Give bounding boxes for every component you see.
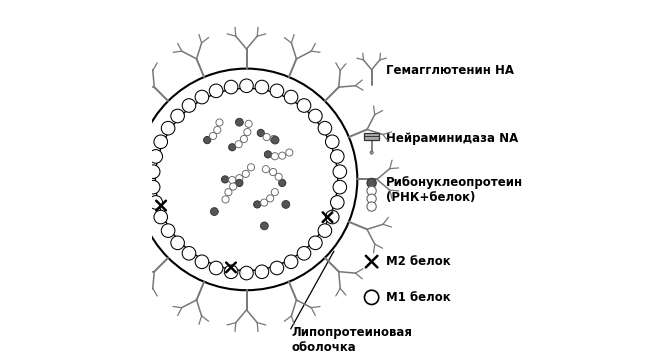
Circle shape xyxy=(370,151,373,154)
Circle shape xyxy=(235,141,243,148)
Text: Гемагглютенин HA: Гемагглютенин HA xyxy=(386,64,514,77)
Circle shape xyxy=(275,173,282,180)
Circle shape xyxy=(214,126,221,134)
Circle shape xyxy=(146,180,160,194)
Circle shape xyxy=(318,121,332,135)
Circle shape xyxy=(309,236,322,250)
Circle shape xyxy=(171,109,184,123)
Circle shape xyxy=(330,150,344,163)
Text: M1 белок: M1 белок xyxy=(386,291,451,304)
Circle shape xyxy=(154,210,167,224)
Circle shape xyxy=(333,180,346,194)
Circle shape xyxy=(229,177,236,183)
Circle shape xyxy=(245,120,253,127)
Circle shape xyxy=(255,265,269,279)
Text: M2 белок: M2 белок xyxy=(386,255,451,268)
Circle shape xyxy=(142,135,146,139)
Circle shape xyxy=(229,144,236,151)
Circle shape xyxy=(229,183,237,190)
Circle shape xyxy=(204,136,211,144)
Circle shape xyxy=(262,165,270,173)
Circle shape xyxy=(297,247,311,260)
Circle shape xyxy=(210,84,223,98)
Circle shape xyxy=(270,168,277,176)
Circle shape xyxy=(270,84,284,98)
Circle shape xyxy=(367,202,376,211)
Circle shape xyxy=(210,208,218,215)
Circle shape xyxy=(270,135,278,143)
Circle shape xyxy=(221,176,229,183)
Circle shape xyxy=(318,224,332,237)
Circle shape xyxy=(266,195,274,202)
Circle shape xyxy=(284,90,298,104)
Circle shape xyxy=(240,79,253,93)
Circle shape xyxy=(210,132,217,140)
Circle shape xyxy=(242,170,249,177)
Circle shape xyxy=(271,188,278,196)
Circle shape xyxy=(195,255,209,269)
Circle shape xyxy=(279,180,286,187)
Circle shape xyxy=(260,199,268,206)
Circle shape xyxy=(309,109,322,123)
Text: Нейраминидаза NA: Нейраминидаза NA xyxy=(386,132,518,145)
Circle shape xyxy=(210,261,223,275)
Circle shape xyxy=(279,152,286,159)
Circle shape xyxy=(255,80,269,94)
Circle shape xyxy=(236,180,243,187)
Circle shape xyxy=(333,165,346,178)
Circle shape xyxy=(182,99,196,112)
Circle shape xyxy=(271,136,279,144)
Circle shape xyxy=(240,266,253,280)
Circle shape xyxy=(225,188,232,196)
Circle shape xyxy=(161,121,175,135)
Polygon shape xyxy=(364,133,379,140)
Circle shape xyxy=(325,135,339,149)
Circle shape xyxy=(271,153,278,160)
Circle shape xyxy=(149,196,163,209)
Circle shape xyxy=(284,255,298,269)
Circle shape xyxy=(222,196,229,203)
Circle shape xyxy=(244,129,251,136)
Circle shape xyxy=(367,186,376,196)
Circle shape xyxy=(154,135,167,149)
Circle shape xyxy=(182,247,196,260)
Circle shape xyxy=(247,164,254,171)
Circle shape xyxy=(236,174,243,182)
Circle shape xyxy=(195,90,209,104)
Text: Рибонуклеопротеин
(РНК+белок): Рибонуклеопротеин (РНК+белок) xyxy=(386,176,523,204)
Circle shape xyxy=(260,222,268,230)
Circle shape xyxy=(241,135,247,143)
Circle shape xyxy=(282,200,290,208)
Circle shape xyxy=(224,80,238,94)
Circle shape xyxy=(263,134,270,141)
Circle shape xyxy=(149,150,163,163)
Circle shape xyxy=(330,196,344,209)
Circle shape xyxy=(367,178,376,188)
Circle shape xyxy=(257,129,264,136)
Circle shape xyxy=(216,119,223,126)
Circle shape xyxy=(264,151,272,158)
Circle shape xyxy=(235,118,243,126)
Circle shape xyxy=(364,290,379,304)
Polygon shape xyxy=(116,118,132,140)
Circle shape xyxy=(297,99,311,112)
Circle shape xyxy=(270,261,284,275)
Circle shape xyxy=(161,224,175,237)
Circle shape xyxy=(286,149,293,156)
Text: Липопротеиновая
оболочка: Липопротеиновая оболочка xyxy=(292,326,412,354)
Circle shape xyxy=(146,165,160,178)
Circle shape xyxy=(224,265,238,279)
Circle shape xyxy=(171,236,184,250)
Circle shape xyxy=(114,47,379,312)
Circle shape xyxy=(367,194,376,203)
Circle shape xyxy=(254,201,261,208)
Circle shape xyxy=(325,210,339,224)
